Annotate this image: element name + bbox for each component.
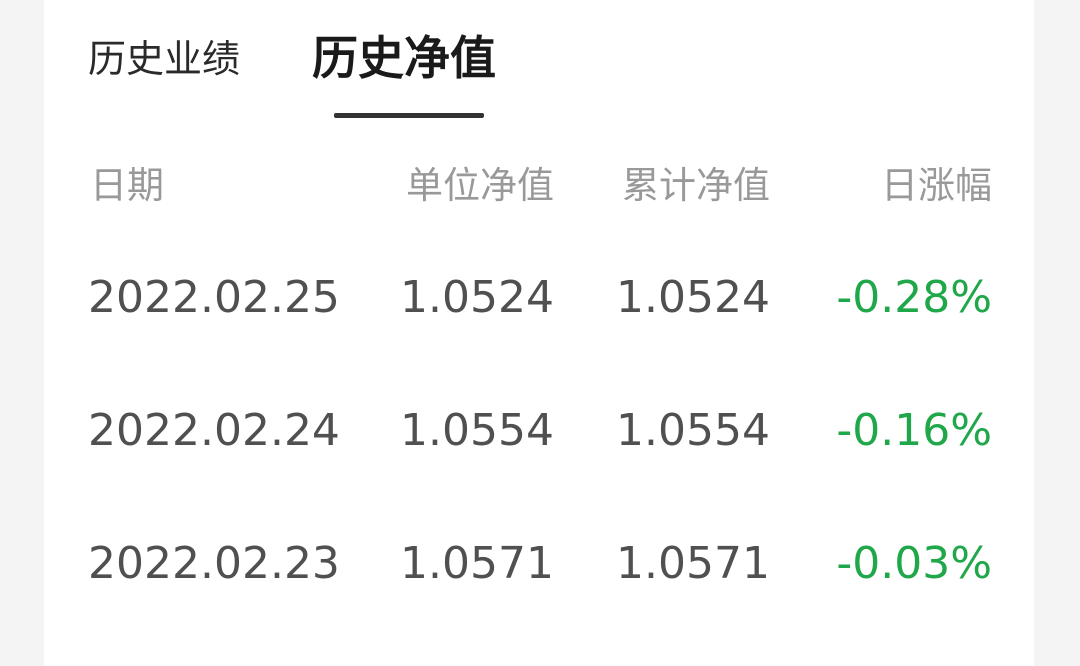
table-header: 日期 单位净值 累计净值 日涨幅 xyxy=(44,155,1034,211)
row-unit-nav: 1.0571 xyxy=(400,538,554,589)
active-tab-indicator xyxy=(334,113,484,118)
table-row: 2022.02.25 1.0524 1.0524 -0.28% xyxy=(44,272,1034,342)
tab-bar: 历史业绩 历史净值 xyxy=(44,0,1034,120)
row-date: 2022.02.24 xyxy=(88,405,340,456)
row-unit-nav: 1.0524 xyxy=(400,272,554,323)
header-date: 日期 xyxy=(90,164,164,207)
header-daily-change: 日涨幅 xyxy=(881,164,992,207)
row-acc-nav: 1.0571 xyxy=(616,538,770,589)
tab-history-nav[interactable]: 历史净值 xyxy=(312,31,496,85)
row-unit-nav: 1.0554 xyxy=(400,405,554,456)
header-unit-nav: 单位净值 xyxy=(406,164,554,207)
tab-history-performance[interactable]: 历史业绩 xyxy=(88,37,241,81)
row-date: 2022.02.23 xyxy=(88,538,340,589)
row-daily-change: -0.03% xyxy=(836,538,992,589)
row-acc-nav: 1.0554 xyxy=(616,405,770,456)
header-acc-nav: 累计净值 xyxy=(622,164,770,207)
row-daily-change: -0.16% xyxy=(836,405,992,456)
row-date: 2022.02.25 xyxy=(88,272,340,323)
table-row: 2022.02.23 1.0571 1.0571 -0.03% xyxy=(44,538,1034,608)
row-daily-change: -0.28% xyxy=(836,272,992,323)
row-acc-nav: 1.0524 xyxy=(616,272,770,323)
nav-history-card: 历史业绩 历史净值 日期 单位净值 累计净值 日涨幅 2022.02.25 1.… xyxy=(44,0,1034,666)
table-row: 2022.02.24 1.0554 1.0554 -0.16% xyxy=(44,405,1034,475)
